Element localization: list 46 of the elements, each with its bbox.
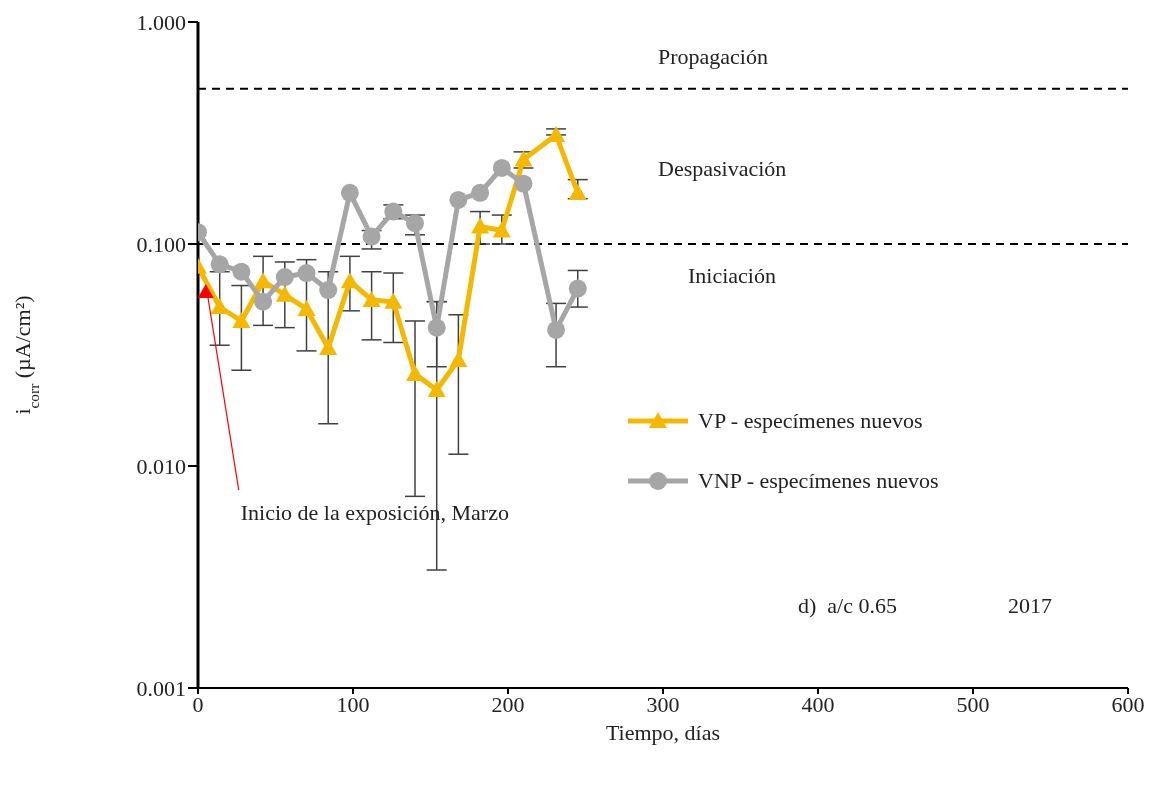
annotation: 2017 bbox=[1008, 593, 1052, 619]
point bbox=[449, 351, 468, 368]
annotation: Propagación bbox=[658, 44, 768, 70]
point bbox=[547, 320, 566, 339]
x-tick-label: 100 bbox=[336, 691, 370, 717]
y-tick-label: 0.001 bbox=[136, 675, 186, 701]
point bbox=[232, 311, 251, 328]
annotation: Iniciación bbox=[688, 263, 776, 289]
annotation: Despasivación bbox=[658, 156, 787, 182]
point bbox=[210, 255, 229, 274]
point bbox=[362, 290, 381, 307]
y-tick-label: 1.000 bbox=[136, 9, 186, 35]
x-tick-label: 300 bbox=[646, 691, 680, 717]
point bbox=[427, 380, 446, 397]
annotation: d) a/c 0.65 bbox=[798, 593, 897, 619]
point bbox=[340, 272, 359, 289]
point bbox=[492, 221, 511, 238]
x-axis-title: Tiempo, días bbox=[605, 720, 721, 745]
x-tick-label: 0 bbox=[192, 691, 204, 717]
x-tick-label: 500 bbox=[956, 691, 990, 717]
point bbox=[254, 272, 273, 289]
point bbox=[449, 190, 468, 209]
point bbox=[568, 183, 587, 200]
point bbox=[319, 281, 338, 300]
point bbox=[471, 183, 490, 202]
point bbox=[275, 268, 294, 287]
legend-label: VP - especímenes nuevos bbox=[698, 408, 923, 434]
x-tick-label: 600 bbox=[1111, 691, 1145, 717]
point bbox=[427, 318, 446, 337]
point bbox=[319, 339, 338, 356]
point bbox=[297, 299, 316, 316]
point bbox=[568, 279, 587, 298]
y-tick-label: 0.100 bbox=[136, 231, 186, 257]
point bbox=[471, 217, 490, 234]
point bbox=[362, 227, 381, 246]
point bbox=[254, 292, 273, 311]
point bbox=[340, 183, 359, 202]
point bbox=[297, 264, 316, 283]
point bbox=[232, 262, 251, 281]
point bbox=[384, 292, 403, 309]
point bbox=[514, 174, 533, 193]
x-tick-label: 200 bbox=[491, 691, 525, 717]
point bbox=[492, 158, 511, 177]
legend-label: VNP - especímenes nuevos bbox=[698, 468, 939, 494]
y-tick-label: 0.010 bbox=[136, 453, 186, 479]
x-tick-label: 400 bbox=[801, 691, 835, 717]
